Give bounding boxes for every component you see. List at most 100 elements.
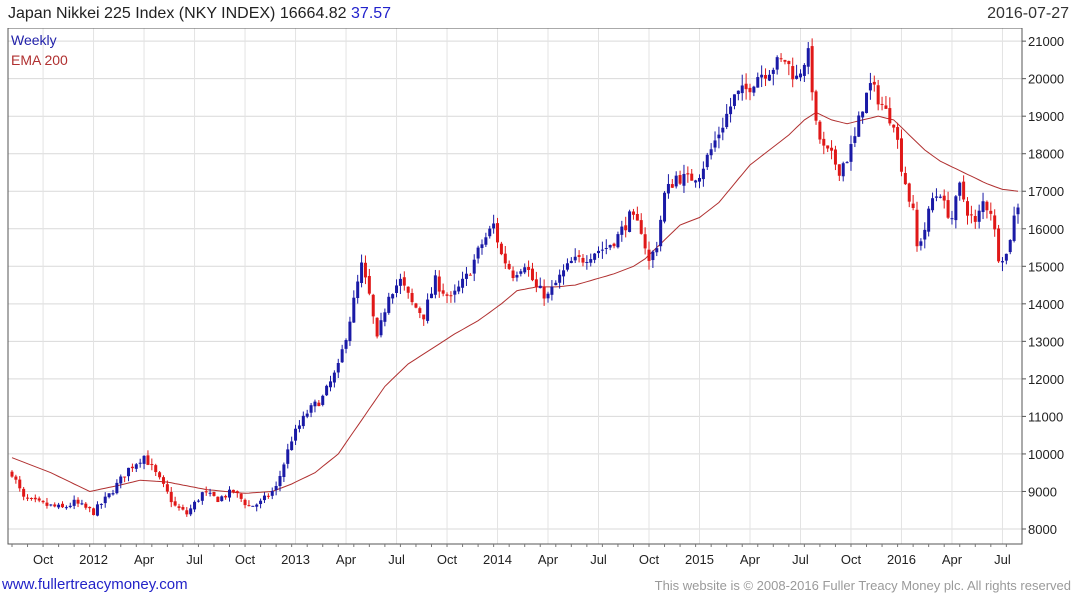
candle-body xyxy=(472,259,476,274)
candle-body xyxy=(523,267,527,273)
candle-body xyxy=(317,402,321,407)
candle-body xyxy=(1016,207,1020,215)
x-tick-label: 2015 xyxy=(685,552,714,567)
candle-body xyxy=(88,506,92,509)
candle-body xyxy=(946,200,950,218)
candle-body xyxy=(383,312,387,322)
candle-body xyxy=(480,244,484,249)
candle-body xyxy=(360,262,364,283)
x-tick-label: Apr xyxy=(538,552,559,567)
y-tick-label: 13000 xyxy=(1028,334,1064,349)
x-tick-label: Apr xyxy=(942,552,963,567)
candle-body xyxy=(791,66,795,80)
candle-body xyxy=(57,504,61,508)
candle-body xyxy=(177,506,181,508)
x-tick-label: 2016 xyxy=(887,552,916,567)
candle-body xyxy=(581,257,585,263)
candle-body xyxy=(391,294,395,299)
candle-body xyxy=(29,497,33,499)
candle-body xyxy=(344,340,348,349)
candle-body xyxy=(565,263,569,270)
candle-body xyxy=(154,465,158,473)
candle-body xyxy=(729,106,733,115)
candle-body xyxy=(468,274,472,276)
candle-body xyxy=(10,471,14,477)
candle-body xyxy=(694,180,698,183)
candle-body xyxy=(64,507,68,509)
candle-body xyxy=(402,277,406,286)
candle-body xyxy=(585,261,589,263)
candle-body xyxy=(931,198,935,211)
candle-body xyxy=(286,449,290,464)
candle-body xyxy=(736,90,740,95)
candle-body xyxy=(880,103,884,105)
candle-body xyxy=(981,201,985,213)
copyright-notice: This website is © 2008-2016 Fuller Treac… xyxy=(654,578,1071,593)
candle-body xyxy=(278,475,282,487)
y-tick-label: 17000 xyxy=(1028,184,1064,199)
candle-body xyxy=(297,425,301,429)
x-tick-label: Jul xyxy=(388,552,405,567)
candle-body xyxy=(748,87,752,93)
candle-body xyxy=(620,226,624,235)
candle-body xyxy=(896,127,900,140)
candle-body xyxy=(239,493,243,499)
candle-body xyxy=(752,86,756,93)
candle-body xyxy=(60,503,64,508)
candle-body xyxy=(775,57,779,70)
candle-body xyxy=(1004,253,1008,261)
candle-body xyxy=(558,274,562,283)
candle-body xyxy=(371,294,375,317)
candle-body xyxy=(767,74,771,81)
candle-body xyxy=(72,499,76,506)
candle-body xyxy=(717,134,721,139)
candle-body xyxy=(958,182,962,196)
candle-body xyxy=(892,124,896,128)
candle-body xyxy=(721,127,725,133)
candle-body xyxy=(682,173,686,186)
x-tick-label: 2014 xyxy=(483,552,512,567)
candle-body xyxy=(841,163,845,177)
candle-body xyxy=(962,181,966,200)
candle-body xyxy=(138,462,142,464)
legend-entry: Weekly xyxy=(11,32,57,48)
candle-body xyxy=(573,256,577,261)
candle-body xyxy=(771,69,775,74)
candle-body xyxy=(185,510,189,515)
candle-body xyxy=(756,77,760,88)
candle-body xyxy=(884,105,888,109)
candle-body xyxy=(624,225,628,231)
candle-body xyxy=(282,464,286,478)
candle-body xyxy=(488,228,492,237)
candle-body xyxy=(433,275,437,295)
candle-body xyxy=(224,495,228,498)
candle-body xyxy=(348,321,352,341)
x-tick-label: Oct xyxy=(437,552,458,567)
candle-body xyxy=(49,504,53,506)
candle-body xyxy=(643,234,647,249)
x-tick-label: Jul xyxy=(186,552,203,567)
candle-body xyxy=(806,48,810,67)
candle-body xyxy=(655,248,659,253)
candle-body xyxy=(993,215,997,230)
candle-body xyxy=(705,154,709,168)
y-tick-label: 12000 xyxy=(1028,372,1064,387)
site-link[interactable]: www.fullertreacymoney.com xyxy=(2,576,188,593)
candle-body xyxy=(977,210,981,222)
candle-body xyxy=(146,455,150,465)
candle-body xyxy=(740,85,744,94)
x-tick-label: Jul xyxy=(590,552,607,567)
candle-body xyxy=(597,250,601,254)
candle-body xyxy=(441,290,445,294)
candle-body xyxy=(84,503,88,508)
candle-body xyxy=(503,253,507,264)
candle-body xyxy=(294,428,298,441)
candle-body xyxy=(764,75,768,79)
candle-body xyxy=(418,308,422,313)
candle-body xyxy=(950,218,954,220)
candle-body xyxy=(934,196,938,198)
candle-body xyxy=(169,492,173,503)
candle-body xyxy=(496,223,500,243)
candle-body xyxy=(1012,215,1016,241)
candle-body xyxy=(251,505,255,507)
